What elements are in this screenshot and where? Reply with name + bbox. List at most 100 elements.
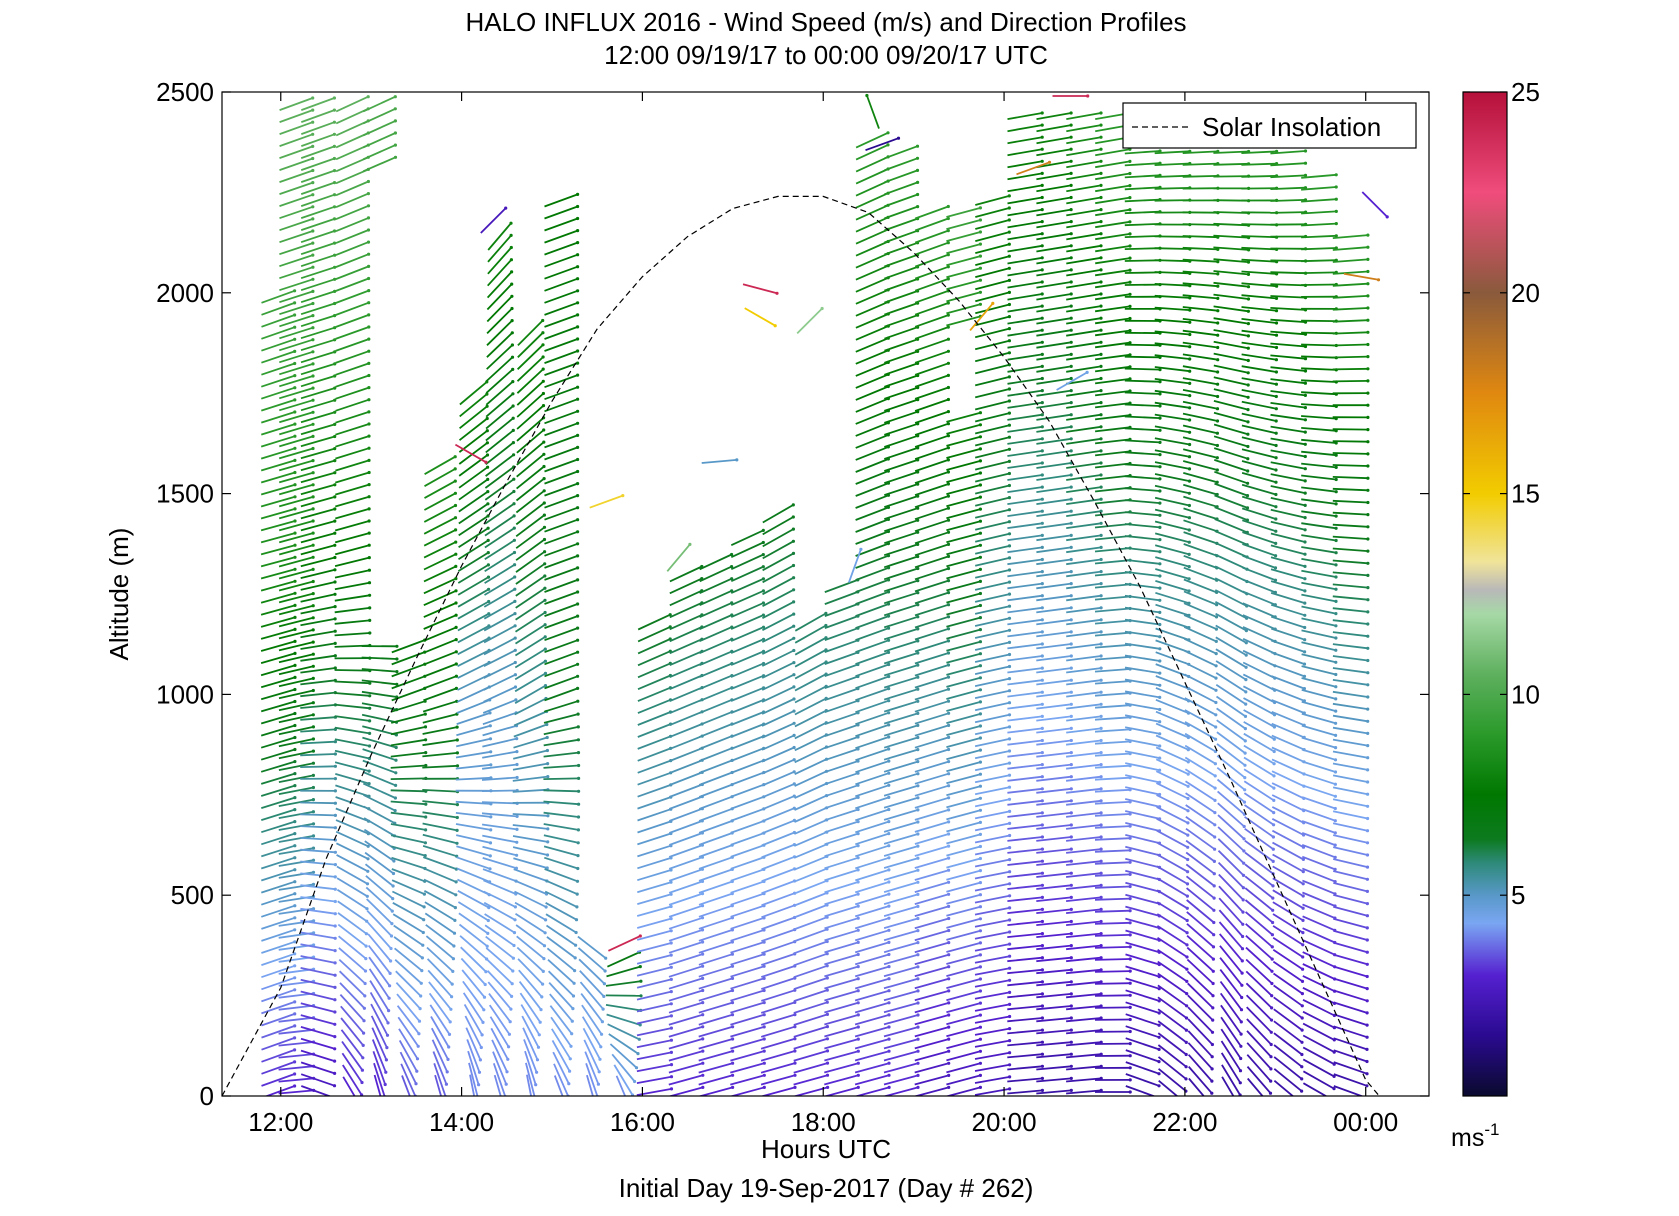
- wind-vector: [1186, 887, 1215, 911]
- wind-vector: [1186, 970, 1214, 997]
- wind-vector: [946, 423, 981, 435]
- wind-vector-head: [1365, 999, 1369, 1003]
- wind-vector-head: [293, 868, 297, 872]
- wind-vector-head: [1244, 702, 1248, 706]
- wind-vector-head: [367, 556, 371, 560]
- wind-vector-head: [576, 277, 580, 281]
- wind-vector-head: [978, 953, 983, 957]
- wind-vector-head: [1069, 980, 1073, 984]
- wind-vector-head: [1099, 352, 1103, 356]
- wind-vector: [1302, 1070, 1335, 1090]
- wind-vector: [300, 955, 336, 964]
- wind-vector: [392, 890, 425, 908]
- wind-vector: [975, 315, 1010, 327]
- wind-vector-head: [1040, 123, 1044, 127]
- wind-vector: [261, 928, 295, 942]
- wind-vector-head: [508, 1020, 512, 1024]
- wind-vector-head: [537, 1033, 541, 1037]
- wind-vector: [883, 640, 919, 653]
- wind-vector: [485, 356, 514, 382]
- wind-vector-head: [1040, 582, 1044, 586]
- wind-vector: [1214, 541, 1248, 558]
- wind-vector: [974, 991, 1010, 1000]
- wind-vector-head: [1099, 582, 1103, 586]
- wind-vector-head: [333, 543, 337, 547]
- wind-vector-head: [1213, 774, 1217, 778]
- wind-vector-head: [333, 326, 337, 330]
- wind-vector: [335, 132, 369, 149]
- wind-vector-head: [545, 853, 550, 857]
- wind-vector: [1182, 306, 1218, 312]
- wind-vector-head: [1188, 308, 1192, 312]
- wind-vector-head: [978, 1001, 983, 1005]
- wind-vector: [824, 675, 859, 690]
- wind-vector-head: [793, 1037, 797, 1041]
- wind-vector: [1157, 937, 1188, 958]
- wind-vector-head: [293, 699, 297, 704]
- wind-vector-head: [333, 277, 337, 281]
- wind-vector: [278, 1004, 314, 1011]
- wind-vector: [637, 771, 672, 786]
- wind-vector-head: [1334, 709, 1338, 713]
- wind-vector: [1095, 486, 1131, 493]
- wind-vector: [1066, 486, 1102, 493]
- wind-vector: [1333, 1049, 1368, 1063]
- wind-vector: [974, 363, 1010, 375]
- wind-vector-head: [634, 1066, 639, 1070]
- wind-vector-head: [916, 965, 920, 969]
- wind-vector: [946, 1002, 981, 1014]
- wind-vector: [300, 338, 335, 352]
- wind-vector-head: [452, 944, 456, 948]
- wind-vector-head: [1099, 992, 1103, 996]
- wind-vector-head: [1069, 678, 1073, 682]
- wind-vector-head: [978, 784, 983, 788]
- wind-vector-head: [1214, 737, 1218, 741]
- wind-vector: [1036, 124, 1072, 133]
- wind-vector-head: [576, 738, 581, 742]
- wind-vector: [544, 338, 578, 352]
- wind-vector-head: [1008, 846, 1012, 850]
- wind-vector-head: [486, 551, 490, 555]
- wind-vector: [548, 981, 574, 1010]
- wind-vector: [883, 628, 919, 641]
- wind-vector-head: [1365, 987, 1369, 991]
- wind-vector-head: [1366, 683, 1370, 687]
- wind-vector: [1007, 293, 1043, 301]
- wind-vector: [1066, 944, 1102, 951]
- wind-vector: [486, 958, 513, 985]
- wind-vector-head: [792, 624, 796, 628]
- wind-vector: [1273, 1080, 1295, 1096]
- wind-vector: [516, 441, 545, 466]
- wind-vector: [335, 386, 370, 400]
- wind-vector: [884, 278, 918, 292]
- wind-vector: [669, 698, 703, 715]
- wind-vector-head: [1269, 1079, 1273, 1083]
- wind-vector-head: [1187, 479, 1192, 483]
- wind-vector: [458, 478, 489, 501]
- wind-vector: [1094, 801, 1131, 805]
- wind-vector-head: [311, 858, 316, 862]
- wind-vector-head: [515, 814, 519, 819]
- wind-vector: [1095, 148, 1131, 157]
- wind-vector: [884, 483, 918, 496]
- wind-vector-head: [333, 471, 337, 475]
- wind-vector: [1182, 460, 1218, 471]
- wind-vector: [946, 255, 981, 267]
- wind-vector-head: [447, 1032, 452, 1036]
- wind-vector: [334, 520, 370, 532]
- wind-vector-head: [546, 814, 550, 818]
- wind-vector: [1332, 511, 1368, 516]
- wind-vector-head: [701, 952, 705, 956]
- wind-vector-head: [762, 1037, 766, 1041]
- wind-vector-head: [1269, 1067, 1273, 1071]
- wind-vector-head: [1128, 232, 1132, 236]
- wind-vector: [1036, 655, 1072, 662]
- x-tick-label: 12:00: [248, 1107, 313, 1137]
- wind-vector-head: [1186, 760, 1190, 764]
- wind-vector-head: [393, 95, 397, 99]
- wind-vector-head: [361, 1056, 365, 1060]
- wind-vector-head: [512, 489, 516, 494]
- wind-vector-head: [575, 905, 579, 909]
- wind-vector: [669, 747, 703, 762]
- wind-vector: [362, 120, 396, 137]
